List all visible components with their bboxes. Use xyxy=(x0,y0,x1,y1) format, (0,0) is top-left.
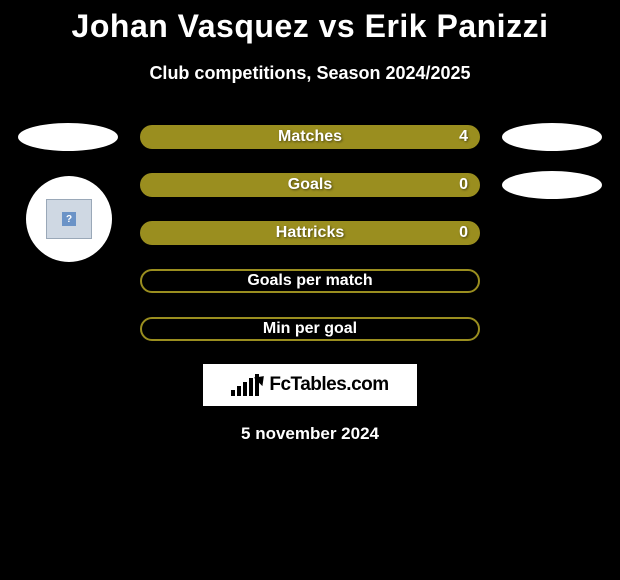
stat-label: Hattricks xyxy=(276,224,344,242)
logo-text: FcTables.com xyxy=(269,374,388,396)
stat-row: Matches 4 xyxy=(0,124,620,150)
page-title: Johan Vasquez vs Erik Panizzi xyxy=(0,8,620,45)
stat-right-col xyxy=(480,123,620,151)
stat-label: Matches xyxy=(278,128,342,146)
stat-left-col xyxy=(0,123,140,151)
player-ellipse-right xyxy=(502,123,602,151)
stat-value: 0 xyxy=(459,224,468,242)
stat-value: 4 xyxy=(459,128,468,146)
stat-label: Goals xyxy=(288,176,332,194)
player-ellipse-right xyxy=(502,171,602,199)
subtitle: Club competitions, Season 2024/2025 xyxy=(0,63,620,84)
player-ellipse-left xyxy=(18,123,118,151)
stat-value: 0 xyxy=(459,176,468,194)
fctables-logo: FcTables.com xyxy=(231,374,388,396)
stat-right-col xyxy=(480,171,620,199)
stat-bar: Goals 0 xyxy=(140,173,480,197)
logo-box: FcTables.com xyxy=(203,364,417,406)
stat-row: Goals per match xyxy=(0,268,620,294)
stat-row: Min per goal xyxy=(0,316,620,342)
stat-label: Goals per match xyxy=(247,272,372,290)
placeholder-qmark: ? xyxy=(62,212,76,226)
placeholder-image-icon: ? xyxy=(46,199,92,239)
stat-bar: Matches 4 xyxy=(140,125,480,149)
stat-bar: Hattricks 0 xyxy=(140,221,480,245)
stat-label: Min per goal xyxy=(263,320,357,338)
player-photo-left: ? xyxy=(26,176,112,262)
stat-bar: Min per goal xyxy=(140,317,480,341)
date-text: 5 november 2024 xyxy=(0,424,620,444)
stat-bar: Goals per match xyxy=(140,269,480,293)
